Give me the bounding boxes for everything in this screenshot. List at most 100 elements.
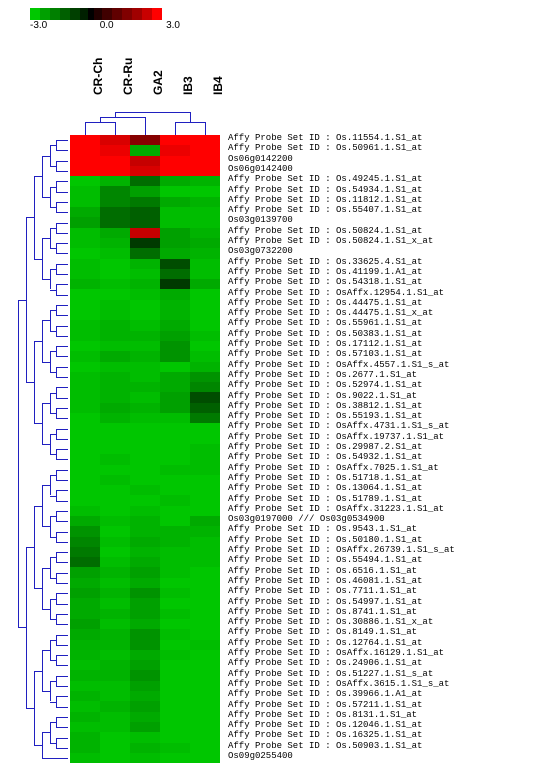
heatmap-cell [100, 588, 130, 598]
heatmap-cell [70, 197, 100, 207]
heatmap-cell [190, 588, 220, 598]
heatmap-cell [190, 712, 220, 722]
heatmap-cell [130, 475, 160, 485]
heatmap-grid [70, 135, 220, 763]
heatmap-cell [160, 434, 190, 444]
heatmap-cell [190, 732, 220, 742]
heatmap-cell [190, 248, 220, 258]
heatmap-cell [190, 197, 220, 207]
heatmap-cell [190, 279, 220, 289]
row-label: Affy Probe Set ID : Os.50903.1.S1_at [228, 742, 422, 751]
heatmap-cell [130, 341, 160, 351]
heatmap-cell [190, 269, 220, 279]
heatmap-cell [190, 362, 220, 372]
row-label: Affy Probe Set ID : Os.49245.1.S1_at [228, 175, 422, 184]
heatmap-cell [160, 701, 190, 711]
heatmap-cell [160, 588, 190, 598]
legend-ticks: -3.00.03.0 [30, 20, 180, 31]
heatmap-cell [70, 228, 100, 238]
heatmap-cell [70, 300, 100, 310]
heatmap-cell [100, 228, 130, 238]
heatmap-cell [130, 506, 160, 516]
heatmap-cell [70, 567, 100, 577]
row-label: Affy Probe Set ID : OsAffx.31223.1.S1_at [228, 505, 444, 514]
row-label: Affy Probe Set ID : Os.8131.1.S1_at [228, 711, 417, 720]
heatmap-cell [190, 135, 220, 145]
row-label: Affy Probe Set ID : Os.51789.1.S1_at [228, 495, 422, 504]
heatmap-cell [130, 238, 160, 248]
heatmap-cell [160, 413, 190, 423]
heatmap-cell [190, 465, 220, 475]
heatmap-cell [100, 310, 130, 320]
heatmap-cell [70, 248, 100, 258]
heatmap-cell [70, 732, 100, 742]
heatmap-cell [130, 660, 160, 670]
heatmap-cell [190, 660, 220, 670]
heatmap-cell [190, 289, 220, 299]
heatmap-cell [190, 537, 220, 547]
heatmap-cell [130, 331, 160, 341]
row-label: Affy Probe Set ID : Os.7711.1.S1_at [228, 587, 417, 596]
heatmap-cell [190, 382, 220, 392]
heatmap-cell [130, 362, 160, 372]
heatmap-cell [130, 619, 160, 629]
heatmap-cell [160, 567, 190, 577]
heatmap-cell [100, 279, 130, 289]
heatmap-cell [70, 465, 100, 475]
row-label: Affy Probe Set ID : Os.54997.1.S1_at [228, 598, 422, 607]
heatmap-cell [160, 331, 190, 341]
heatmap-cell [130, 156, 160, 166]
heatmap-cell [70, 537, 100, 547]
heatmap-cell [70, 320, 100, 330]
heatmap-cell [70, 670, 100, 680]
row-label: Os06g0142400 [228, 165, 293, 174]
heatmap-cell [100, 526, 130, 536]
heatmap-cell [100, 732, 130, 742]
heatmap-cell [70, 547, 100, 557]
heatmap-cell [160, 362, 190, 372]
heatmap-cell [190, 372, 220, 382]
heatmap-cell [100, 516, 130, 526]
heatmap-cell [100, 598, 130, 608]
heatmap-cell [130, 186, 160, 196]
heatmap-cell [160, 670, 190, 680]
heatmap-cell [160, 310, 190, 320]
heatmap-cell [130, 444, 160, 454]
row-label: Os03g0732200 [228, 247, 293, 256]
row-label: Affy Probe Set ID : Os.33625.4.S1_at [228, 258, 422, 267]
heatmap-cell [160, 609, 190, 619]
heatmap-cell [70, 475, 100, 485]
heatmap-cell [160, 238, 190, 248]
heatmap-cell [70, 279, 100, 289]
heatmap-cell [100, 166, 130, 176]
row-label: Affy Probe Set ID : Os.55961.1.S1_at [228, 319, 422, 328]
legend-tick-label: 0.0 [100, 20, 114, 31]
heatmap-cell [130, 701, 160, 711]
row-label: Affy Probe Set ID : Os.16325.1.S1_at [228, 731, 422, 740]
heatmap-cell [100, 660, 130, 670]
heatmap-cell [160, 197, 190, 207]
heatmap-cell [190, 331, 220, 341]
heatmap-cell [130, 289, 160, 299]
column-label: CR-Ch [91, 58, 105, 95]
heatmap-cell [160, 228, 190, 238]
heatmap-cell [100, 197, 130, 207]
heatmap-cell [70, 423, 100, 433]
heatmap-cell [160, 341, 190, 351]
heatmap-cell [130, 145, 160, 155]
heatmap-cell [70, 506, 100, 516]
row-label: Affy Probe Set ID : Os.44475.1.S1_at [228, 299, 422, 308]
heatmap-cell [130, 495, 160, 505]
heatmap-cell [100, 670, 130, 680]
heatmap-cell [100, 629, 130, 639]
heatmap-cell [190, 670, 220, 680]
row-label: Affy Probe Set ID : Os.54934.1.S1_at [228, 186, 422, 195]
heatmap-cell [100, 537, 130, 547]
heatmap-cell [100, 320, 130, 330]
heatmap-cell [100, 753, 130, 763]
heatmap-cell [100, 382, 130, 392]
heatmap-cell [160, 217, 190, 227]
heatmap-cell [130, 640, 160, 650]
heatmap-cell [70, 660, 100, 670]
heatmap-cell [160, 279, 190, 289]
